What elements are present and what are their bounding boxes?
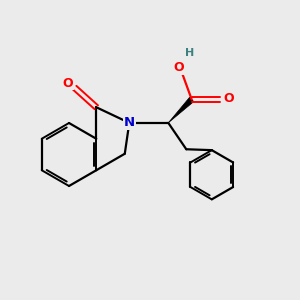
Text: O: O: [63, 77, 74, 90]
Polygon shape: [168, 97, 194, 123]
Text: O: O: [223, 92, 234, 105]
Text: O: O: [173, 61, 184, 74]
Text: N: N: [124, 116, 135, 129]
Text: H: H: [185, 48, 194, 58]
